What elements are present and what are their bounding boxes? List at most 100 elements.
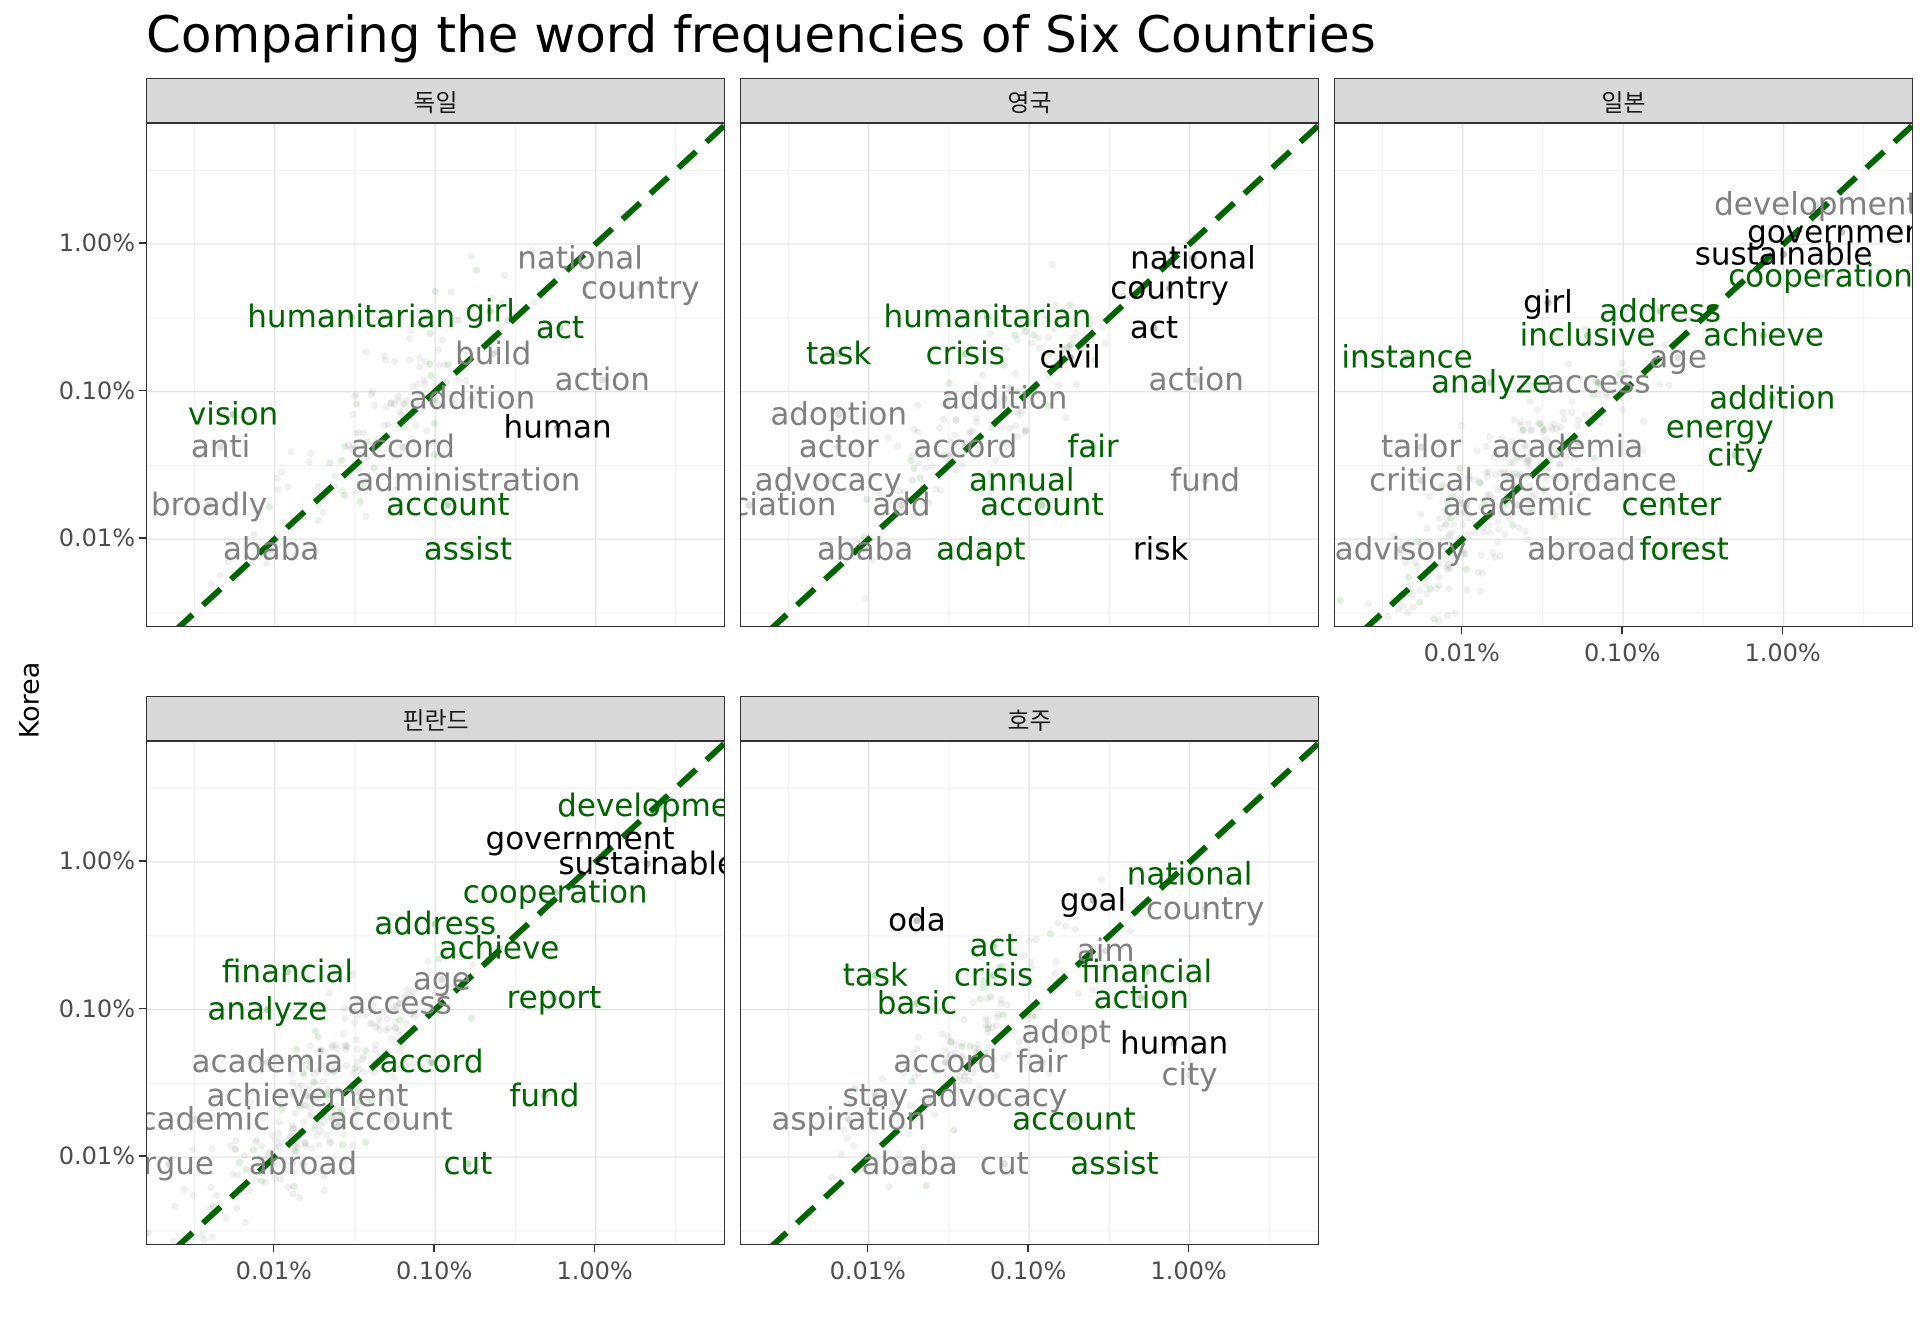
background-point bbox=[271, 1143, 279, 1151]
background-point bbox=[951, 1048, 959, 1056]
background-point bbox=[431, 398, 439, 406]
word-label: annual bbox=[969, 462, 1075, 498]
background-point bbox=[1011, 422, 1020, 430]
background-point bbox=[348, 970, 356, 979]
background-point bbox=[316, 1086, 324, 1094]
word-point bbox=[438, 975, 446, 984]
background-point bbox=[1416, 510, 1425, 518]
background-point bbox=[312, 1079, 320, 1087]
word-point bbox=[464, 545, 472, 554]
background-point bbox=[1458, 521, 1467, 529]
background-point bbox=[1442, 563, 1451, 571]
background-point bbox=[488, 294, 497, 302]
background-point bbox=[323, 1089, 332, 1097]
background-point bbox=[355, 1097, 363, 1105]
background-point bbox=[496, 321, 505, 330]
background-point bbox=[313, 1132, 321, 1140]
background-point bbox=[899, 1157, 907, 1165]
word-point bbox=[229, 410, 237, 419]
background-point bbox=[1486, 491, 1494, 499]
word-point bbox=[897, 501, 906, 509]
background-point bbox=[1564, 360, 1573, 368]
word-point bbox=[1680, 545, 1688, 554]
background-point bbox=[1521, 441, 1530, 450]
background-point bbox=[306, 1042, 314, 1050]
background-point bbox=[952, 1098, 960, 1106]
background-point bbox=[224, 557, 232, 566]
background-point bbox=[1463, 531, 1472, 539]
background-point bbox=[420, 376, 428, 384]
word-point bbox=[191, 1115, 199, 1124]
background-point bbox=[997, 1000, 1005, 1008]
word-point bbox=[427, 1058, 436, 1066]
background-point bbox=[1525, 454, 1533, 462]
background-point bbox=[437, 992, 445, 1000]
background-point bbox=[1051, 969, 1059, 977]
background-point bbox=[906, 1101, 914, 1110]
facet-strip-label: 핀란드 bbox=[146, 696, 725, 741]
background-point bbox=[349, 441, 357, 449]
word-label: accord bbox=[380, 1044, 484, 1080]
background-point bbox=[311, 1027, 319, 1035]
word-point bbox=[1417, 443, 1425, 451]
background-point bbox=[1450, 521, 1458, 529]
word-label: act bbox=[969, 928, 1017, 964]
background-point bbox=[1463, 586, 1471, 594]
word-point bbox=[913, 917, 921, 925]
background-point bbox=[1510, 416, 1518, 424]
background-point bbox=[381, 356, 390, 364]
word-label: aim bbox=[1077, 933, 1135, 969]
background-point bbox=[971, 1044, 979, 1052]
background-point bbox=[1505, 446, 1514, 455]
background-point bbox=[320, 1172, 328, 1180]
background-point bbox=[406, 451, 414, 459]
word-label: add bbox=[872, 487, 930, 523]
background-point bbox=[310, 1125, 319, 1134]
background-point bbox=[1489, 494, 1498, 503]
background-point bbox=[1448, 529, 1456, 537]
background-point bbox=[390, 1002, 398, 1010]
background-point bbox=[384, 420, 392, 428]
background-point bbox=[407, 327, 415, 335]
background-point bbox=[1390, 532, 1399, 540]
background-point bbox=[1486, 529, 1494, 537]
background-point bbox=[1462, 565, 1470, 573]
background-point bbox=[277, 468, 285, 476]
word-point bbox=[1089, 443, 1097, 451]
background-point bbox=[843, 1134, 851, 1142]
background-point bbox=[424, 957, 432, 965]
background-point bbox=[1568, 397, 1576, 405]
word-label: goal bbox=[1060, 882, 1126, 918]
background-point bbox=[1524, 461, 1532, 470]
background-point bbox=[351, 1122, 359, 1130]
background-point bbox=[1444, 498, 1452, 506]
background-point bbox=[310, 1070, 318, 1078]
background-point bbox=[353, 1058, 362, 1066]
background-point bbox=[273, 1159, 281, 1167]
background-point bbox=[334, 1122, 342, 1130]
background-point bbox=[301, 1142, 310, 1150]
background-point bbox=[1473, 447, 1481, 455]
background-point bbox=[979, 371, 987, 379]
word-point bbox=[1812, 200, 1820, 209]
background-point bbox=[289, 1158, 297, 1166]
background-point bbox=[1435, 515, 1444, 523]
background-point bbox=[1521, 443, 1529, 452]
background-point bbox=[1072, 329, 1080, 337]
background-point bbox=[1071, 925, 1079, 933]
background-point bbox=[998, 439, 1007, 447]
background-point bbox=[338, 1106, 346, 1114]
background-point bbox=[385, 996, 393, 1004]
background-point bbox=[1403, 549, 1411, 557]
background-point bbox=[1500, 468, 1508, 476]
background-point bbox=[1478, 569, 1487, 577]
word-point bbox=[551, 889, 559, 897]
background-point bbox=[277, 1139, 285, 1147]
background-point bbox=[332, 1117, 340, 1126]
background-point bbox=[883, 492, 891, 501]
background-point bbox=[353, 1045, 362, 1053]
background-point bbox=[940, 450, 948, 459]
background-point bbox=[325, 989, 333, 997]
background-point bbox=[268, 1131, 276, 1139]
background-point bbox=[984, 1028, 992, 1036]
